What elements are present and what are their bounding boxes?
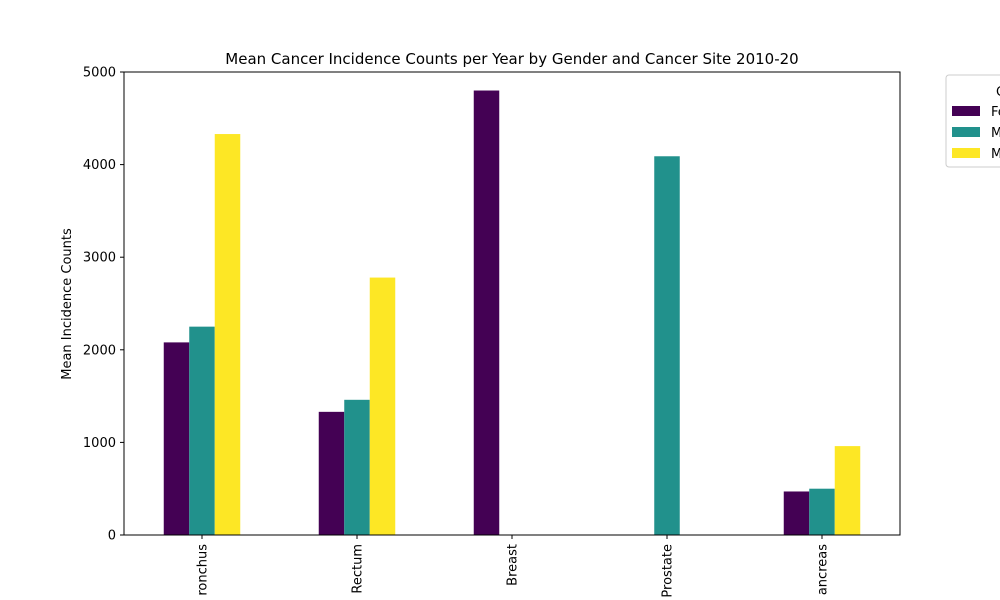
y-tick-label: 2000 (83, 343, 116, 358)
x-tick-label: Rectum (351, 544, 366, 594)
legend-label: M (991, 147, 1000, 162)
legend-title: G (996, 85, 1000, 100)
bar-ronchus-series-1 (189, 326, 215, 535)
bar-breast-series-0 (473, 90, 500, 536)
x-axis-ticks: ronchus Rectum Breast Prostate ancreas (196, 535, 831, 598)
bar-ronchus-series-2 (214, 134, 241, 536)
legend: G Fe MM (945, 74, 1000, 168)
bar-ronchus-series-0 (163, 342, 190, 535)
bars-group (163, 90, 861, 536)
bar-ancreas-series-0 (783, 491, 810, 535)
x-tick-label: Breast (506, 544, 521, 586)
y-tick-label: 3000 (83, 251, 116, 266)
y-tick-label: 1000 (83, 436, 116, 451)
legend-items: Fe MM (952, 105, 1000, 162)
bar-rectum-series-2 (369, 277, 396, 535)
legend-label: M (991, 126, 1000, 141)
legend-swatch (952, 106, 980, 116)
bar-rectum-series-1 (344, 399, 370, 535)
bar-ancreas-series-2 (834, 446, 861, 535)
legend-swatch (952, 148, 980, 158)
bar-prostate-series-1 (654, 156, 680, 536)
chart-title: Mean Cancer Incidence Counts per Year by… (225, 50, 798, 68)
y-tick-label: 4000 (83, 158, 116, 173)
plot-frame (123, 71, 901, 536)
x-tick-label: ronchus (196, 544, 211, 596)
legend-frame (945, 74, 1000, 168)
y-tick-label: 5000 (83, 66, 116, 81)
bar-ancreas-series-1 (809, 488, 835, 535)
x-tick-label: Prostate (661, 544, 676, 598)
x-tick-label: ancreas (816, 544, 831, 595)
y-axis-label: Mean Incidence Counts (60, 228, 75, 380)
bar-rectum-series-0 (318, 411, 345, 535)
y-axis-ticks: 0 1000 2000 3000 4000 5000 (83, 66, 124, 544)
y-tick-label: 0 (108, 529, 116, 544)
legend-label: Fe (991, 105, 1000, 120)
legend-swatch (952, 127, 980, 137)
